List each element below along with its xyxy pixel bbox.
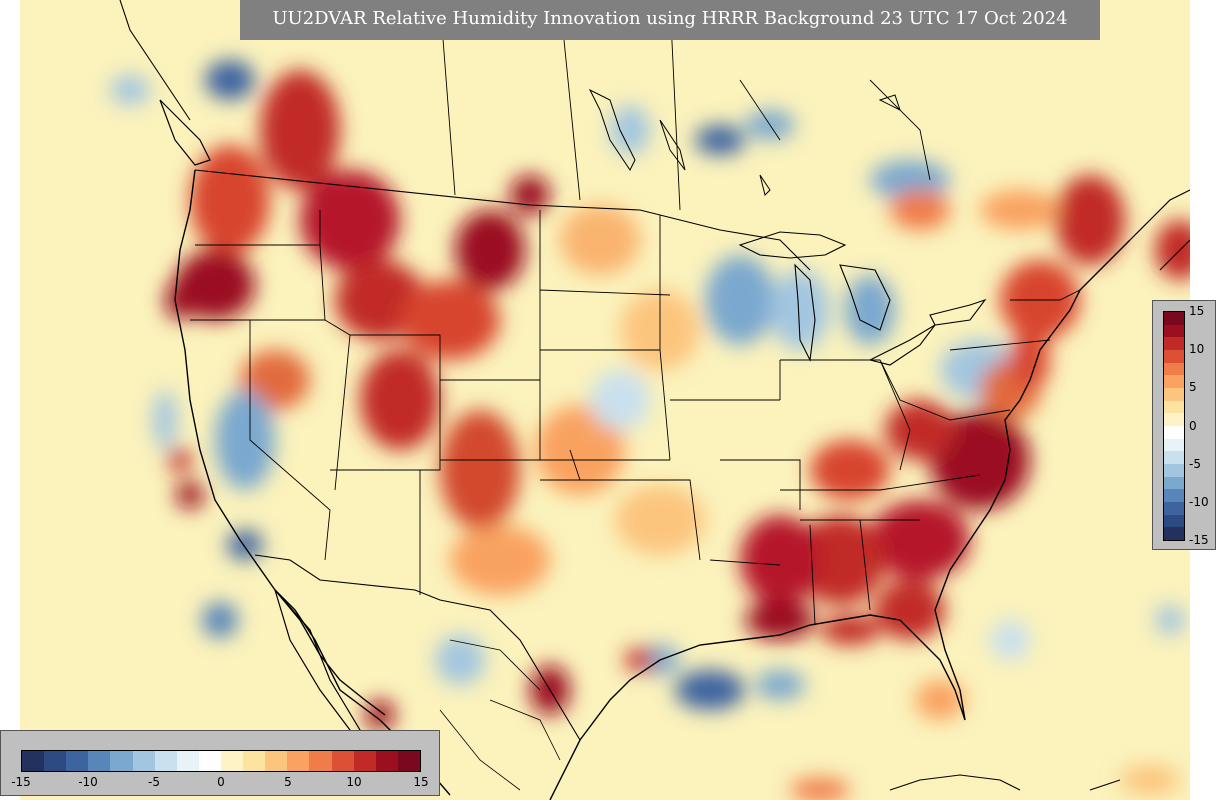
rh-innovation-map[interactable] (20, 0, 1190, 800)
map-boundaries (119, 0, 1190, 800)
colorbar-h-tick: -15 (11, 775, 31, 789)
colorbar-swatch (110, 751, 133, 771)
colorbar-swatch (198, 751, 221, 771)
colorbar-swatch (1164, 324, 1184, 338)
colorbar-swatch (1164, 464, 1184, 477)
colorbar-swatch (1164, 451, 1184, 465)
colorbar-h-tick: -10 (78, 775, 98, 789)
lake-huron (839, 264, 891, 331)
colorbar-h-tick: 10 (346, 775, 362, 789)
colorbar-h-tick: 0 (217, 775, 225, 789)
cuba-coastline (889, 774, 1121, 791)
lake-michigan (794, 263, 816, 362)
colorbar-swatch (1164, 426, 1184, 439)
canada-provincial-lines (439, 0, 931, 211)
us-mexico-border (254, 554, 581, 741)
colorbar-swatch (375, 751, 398, 771)
colorbar-swatch (176, 751, 199, 771)
map-title: UU2DVAR Relative Humidity Innovation usi… (240, 0, 1100, 40)
colorbar-v-tick: -15 (1189, 533, 1209, 547)
colorbar-v-tick: 10 (1189, 342, 1205, 356)
colorbar-swatch (1164, 438, 1184, 452)
colorbar-swatch (243, 751, 266, 771)
colorbar-h-tick: 15 (413, 775, 429, 789)
lake-superior (738, 231, 847, 259)
mexico-state-lines (439, 639, 561, 791)
innovation-field (110, 60, 1190, 800)
colorbar-swatch (1164, 527, 1184, 541)
colorbar-vertical-gradient (1163, 311, 1185, 541)
atlantic-canada-coastline (1129, 189, 1190, 271)
bc-coastline (119, 0, 191, 121)
colorbar-swatch (154, 751, 177, 771)
colorbar-v-tick: -10 (1189, 495, 1209, 509)
colorbar-v-tick: 0 (1189, 419, 1197, 433)
colorbar-swatch (397, 751, 420, 771)
colorbar-swatch (220, 751, 244, 771)
pacific-coastline (174, 169, 386, 716)
colorbar-swatch (1164, 350, 1184, 363)
colorbar-h-tick: 5 (284, 775, 292, 789)
colorbar-h-tick: -5 (148, 775, 160, 789)
colorbar-swatch (22, 751, 45, 771)
colorbar-vertical: 15 10 5 0 -5 -10 -15 (1152, 300, 1216, 550)
colorbar-swatch (353, 751, 376, 771)
colorbar-v-tick: 5 (1189, 380, 1197, 394)
colorbar-swatch (265, 751, 288, 771)
colorbar-swatch (1164, 476, 1184, 490)
colorbar-swatch (1164, 362, 1184, 376)
colorbar-swatch (331, 751, 354, 771)
canadian-lakes (588, 88, 901, 196)
colorbar-swatch (1164, 413, 1184, 427)
colorbar-swatch (44, 751, 67, 771)
colorbar-swatch (1164, 375, 1184, 389)
colorbar-swatch (1164, 312, 1184, 325)
colorbar-swatch (1164, 489, 1184, 503)
state-lines (190, 210, 1081, 626)
colorbar-horizontal: -15 -10 -5 0 5 10 15 (0, 730, 440, 796)
colorbar-swatch (1164, 388, 1184, 401)
lake-erie (868, 324, 936, 366)
colorbar-swatch (1164, 502, 1184, 515)
colorbar-swatch (1164, 400, 1184, 414)
colorbar-swatch (1164, 337, 1184, 351)
colorbar-v-tick: 15 (1189, 304, 1205, 318)
colorbar-swatch (132, 751, 155, 771)
colorbar-swatch (1164, 514, 1184, 528)
vancouver-island (159, 99, 211, 166)
map-frame[interactable] (20, 0, 1190, 800)
colorbar-swatch (287, 751, 310, 771)
colorbar-horizontal-gradient (21, 750, 421, 772)
colorbar-v-tick: -5 (1189, 457, 1201, 471)
colorbar-swatch (88, 751, 111, 771)
colorbar-swatch (66, 751, 89, 771)
lake-ontario (929, 298, 987, 326)
colorbar-swatch (309, 751, 332, 771)
